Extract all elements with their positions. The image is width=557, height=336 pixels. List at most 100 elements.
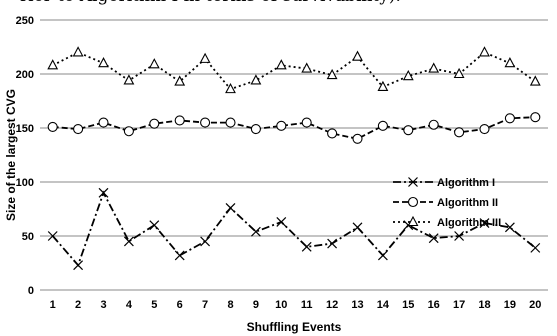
x-tick-label: 2 [75,299,81,311]
x-tick-label: 9 [253,299,259,311]
x-tick-label: 5 [151,299,157,311]
series-line [52,190,536,267]
gridlines [40,19,548,237]
y-tick-label: 250 [16,15,34,27]
data-point-x [479,218,490,228]
data-point-circle [98,117,109,128]
data-point-triangle [225,82,236,94]
x-axis-label: Shuffling Events [247,320,342,334]
x-axis-ticks: 1 2 3 4 5 6 7 8 9 10 11 12 13 14 15 16 17 18 19 20 [50,299,542,311]
data-point-circle [200,117,211,128]
legend-entry: Algorithm II [393,196,498,209]
x-tick-label: 1 [50,299,56,311]
data-point-circle [174,115,185,126]
legend-label: Algorithm II [437,197,498,209]
legend-entry: Algorithm I [393,177,495,189]
data-point-triangle [402,69,414,81]
data-point-triangle [98,57,109,68]
data-point-x [428,233,439,244]
data-point-circle [530,112,541,123]
data-point-circle [47,121,58,132]
data-point-triangle [352,50,363,61]
data-point-circle [225,117,236,128]
x-tick-label: 10 [275,299,287,311]
y-tick-label: 50 [22,231,34,243]
data-point-triangle [504,57,516,68]
data-point-triangle [47,59,59,70]
data-point-circle [377,120,388,131]
x-tick-label: 17 [453,299,465,311]
x-tick-label: 15 [402,299,414,311]
x-tick-label: 20 [529,299,541,311]
data-point-x [174,250,185,261]
data-point-x [530,242,541,253]
legend-label: Algorithm III [437,217,501,229]
data-point-x [377,250,388,261]
data-point-x [276,217,287,227]
data-point-circle [479,124,490,135]
data-point-x [47,231,58,241]
data-point-triangle [123,74,135,85]
x-tick-label: 8 [227,299,233,311]
data-point-circle [428,119,439,130]
y-tick-label: 150 [16,123,34,135]
data-point-x [98,187,109,198]
data-point-circle [454,127,465,138]
series-3 [47,46,541,94]
data-point-x [301,241,312,252]
data-point-triangle [326,68,338,80]
data-point-x [200,236,211,247]
data-point-triangle [377,80,389,92]
y-tick-label: 200 [16,69,34,81]
data-point-circle [250,124,261,135]
data-point-x [250,226,261,237]
data-point-x [327,238,338,249]
data-point-circle [73,124,84,135]
data-point-circle [403,125,414,136]
data-point-x [352,222,363,233]
data-point-circle [149,118,160,129]
data-point-triangle [148,58,160,69]
legend-label: Algorithm I [437,177,495,189]
data-point-circle [504,113,515,124]
data-point-triangle [275,59,287,70]
x-tick-label: 13 [351,299,363,311]
data-point-triangle [250,74,262,85]
series-line [52,51,536,91]
y-axis-ticks: 0 50 100 150 200 250 [16,15,34,297]
x-tick-label: 12 [326,299,338,311]
data-point-x [73,260,84,271]
x-tick-label: 18 [478,299,490,311]
data-point-circle [276,120,287,131]
data-point-x [454,231,465,241]
data-point-circle [123,126,134,137]
legend-entry: Algorithm III [393,215,501,229]
legend: Algorithm I Algorithm II Algorithm III [393,177,501,229]
data-point-circle [327,128,338,139]
x-tick-label: 16 [428,299,440,311]
legend-marker-circle [407,196,419,208]
top-caption-text: rior to Algorithm I in terms of survivab… [20,0,557,8]
x-tick-label: 11 [301,299,313,311]
x-tick-label: 4 [126,299,133,311]
data-point-circle [352,133,363,144]
series-layer [47,46,541,271]
x-tick-label: 7 [202,299,208,311]
data-point-triangle [72,46,84,57]
data-point-x [149,220,160,231]
data-point-triangle [199,52,211,63]
data-point-triangle [428,62,440,73]
x-tick-label: 3 [100,299,106,311]
data-point-triangle [453,67,465,79]
series-2 [47,112,541,144]
data-point-x [123,236,134,247]
y-tick-label: 0 [28,285,34,297]
data-point-x [504,222,515,233]
data-point-triangle [479,46,490,57]
series-1 [47,187,541,271]
x-tick-label: 6 [177,299,183,311]
y-tick-label: 100 [16,177,34,189]
data-point-triangle [529,75,541,86]
data-point-triangle [174,75,186,86]
